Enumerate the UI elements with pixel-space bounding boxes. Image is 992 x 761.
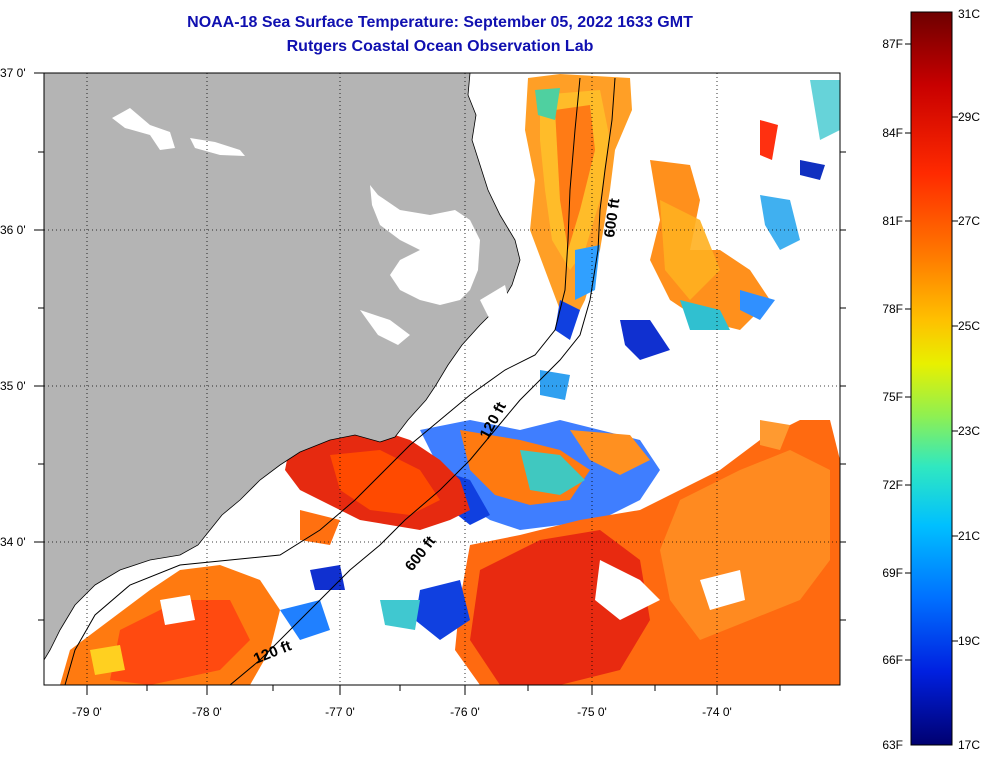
colorbar-label-69f: 69F bbox=[882, 566, 903, 580]
map-title: NOAA-18 Sea Surface Temperature: Septemb… bbox=[187, 14, 693, 31]
colorbar-label-81f: 81F bbox=[882, 214, 903, 228]
lon-label-74: -74 0' bbox=[702, 705, 732, 719]
colorbar-label-63f: 63F bbox=[882, 738, 903, 752]
map-subtitle: Rutgers Coastal Ocean Observation Lab bbox=[286, 38, 594, 55]
bathymetry-contours bbox=[64, 77, 616, 685]
colorbar-label-78f: 78F bbox=[882, 302, 903, 316]
lat-label-37: 37 0' bbox=[0, 66, 26, 80]
lon-label-77: -77 0' bbox=[325, 705, 355, 719]
colorbar-label-25c: 25C bbox=[958, 319, 980, 333]
lat-label-36: 36 0' bbox=[0, 223, 26, 237]
colorbar-label-72f: 72F bbox=[882, 478, 903, 492]
contour-label-600ft-north: 600 ft bbox=[601, 197, 623, 238]
colorbar-label-66f: 66F bbox=[882, 653, 903, 667]
lat-label-35: 35 0' bbox=[0, 379, 26, 393]
lon-ticks bbox=[86, 685, 781, 695]
colorbar-label-21c: 21C bbox=[958, 529, 980, 543]
lon-label-78: -78 0' bbox=[192, 705, 222, 719]
map-frame bbox=[43, 72, 841, 686]
colorbar-label-31c: 31C bbox=[958, 7, 980, 21]
colorbar: 87F 84F 81F 78F 75F 72F 69F 66F 63F 31C … bbox=[882, 7, 980, 752]
colorbar-label-19c: 19C bbox=[958, 634, 980, 648]
lon-label-75: -75 0' bbox=[577, 705, 607, 719]
lat-ticks bbox=[34, 72, 846, 621]
colorbar-gradient bbox=[910, 11, 953, 746]
colorbar-label-17c: 17C bbox=[958, 738, 980, 752]
lat-label-34: 34 0' bbox=[0, 535, 26, 549]
colorbar-label-84f: 84F bbox=[882, 126, 903, 140]
lon-label-76: -76 0' bbox=[450, 705, 480, 719]
colorbar-label-27c: 27C bbox=[958, 214, 980, 228]
inland-waterways bbox=[112, 108, 510, 345]
lon-label-79: -79 0' bbox=[72, 705, 102, 719]
colorbar-label-29c: 29C bbox=[958, 110, 980, 124]
colorbar-label-87f: 87F bbox=[882, 37, 903, 51]
sst-data-layer bbox=[60, 74, 840, 685]
colorbar-label-75f: 75F bbox=[882, 390, 903, 404]
graticule bbox=[44, 73, 840, 685]
colorbar-label-23c: 23C bbox=[958, 424, 980, 438]
